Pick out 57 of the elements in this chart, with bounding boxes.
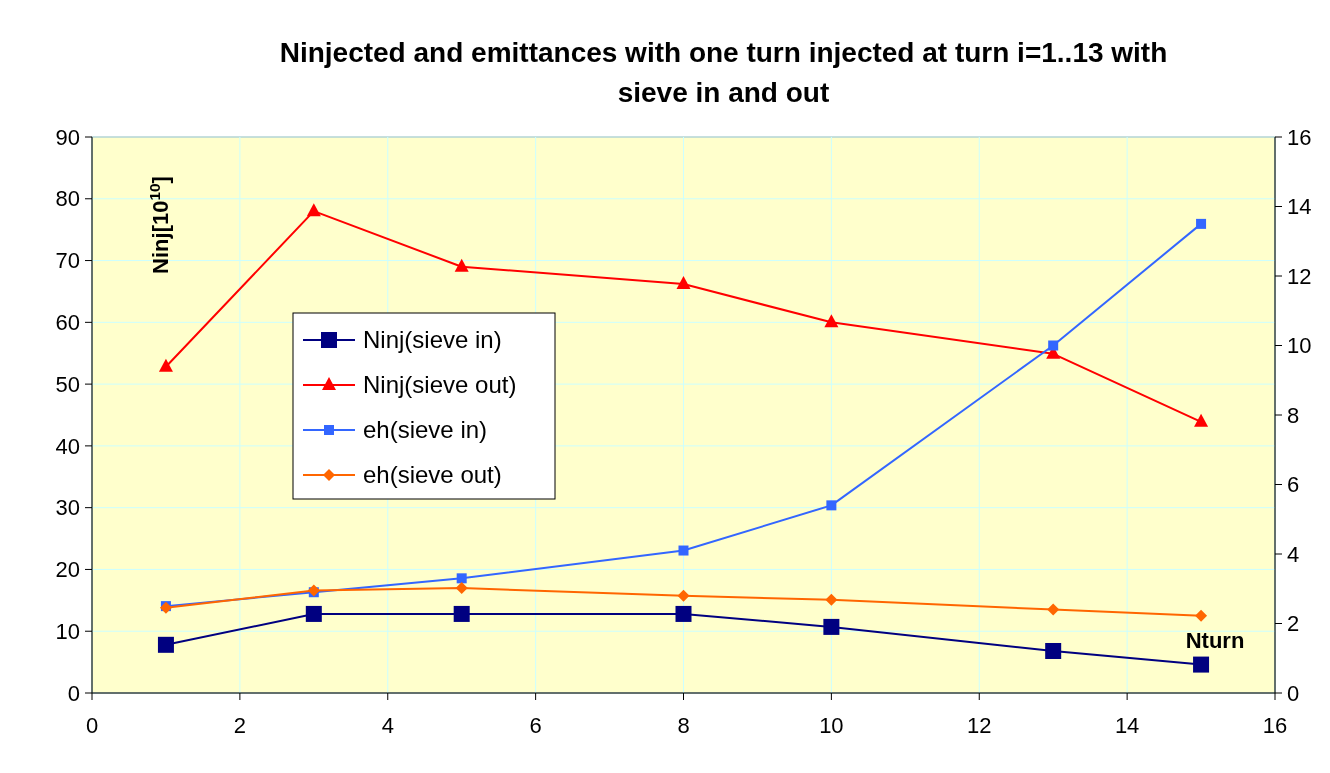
chart-title: Ninjected and emittances with one turn injected at turn i=1..13 with sieve in and out: [279, 37, 1168, 108]
x-axis-title: Nturn: [1185, 628, 1245, 653]
point: [823, 618, 840, 635]
x-tick-label: 8: [677, 713, 690, 738]
y-tick-label: 90: [55, 124, 80, 150]
y-tick-label: 0: [67, 680, 80, 706]
point: [1045, 642, 1062, 659]
point: [157, 636, 174, 653]
point: [453, 605, 470, 622]
x-tick-label: 12: [967, 713, 992, 738]
legend-label: Ninj(sieve in): [363, 326, 502, 354]
y2-tick-label: 0: [1287, 680, 1300, 706]
point: [676, 276, 691, 290]
y-tick-label: 80: [55, 186, 80, 212]
legend-label: eh(sieve in): [363, 416, 488, 444]
point: [826, 500, 837, 511]
point: [158, 358, 173, 372]
y-tick-label: 70: [55, 248, 80, 274]
point: [1195, 609, 1208, 622]
point: [455, 582, 468, 595]
y2-tick-label: 6: [1287, 472, 1300, 498]
point: [456, 573, 467, 584]
legend-label: Ninj(sieve out): [363, 371, 517, 399]
y-tick-label: 10: [55, 618, 80, 644]
x-tick-label: 14: [1114, 713, 1140, 738]
point: [825, 593, 838, 606]
y-tick-label: 40: [55, 433, 80, 459]
legend-label: eh(sieve out): [363, 461, 502, 489]
y2-tick-label: 10: [1287, 333, 1312, 359]
y2-tick-label: 4: [1287, 541, 1300, 567]
point: [675, 605, 692, 622]
y2-tick-label: 14: [1287, 194, 1312, 220]
point: [306, 203, 321, 217]
point: [678, 545, 689, 556]
x-tick-label: 4: [381, 713, 394, 738]
x-tick-label: 0: [85, 713, 99, 738]
point: [1048, 340, 1059, 351]
y-tick-label: 20: [55, 557, 80, 583]
y2-tick-label: 8: [1287, 402, 1300, 428]
point: [1193, 656, 1210, 673]
x-tick-label: 10: [819, 713, 844, 738]
y2-tick-label: 2: [1287, 611, 1300, 637]
y2-tick-label: 12: [1287, 263, 1312, 289]
x-tick-label: 16: [1262, 713, 1288, 738]
y-tick-label: 30: [55, 495, 80, 521]
x-tick-label: 2: [233, 713, 246, 738]
x-tick-label: 6: [529, 713, 542, 738]
point: [1047, 603, 1060, 616]
point: [1196, 218, 1207, 229]
y-tick-label: 50: [55, 371, 80, 397]
point: [305, 605, 322, 622]
point: [454, 258, 469, 272]
y2-tick-label: 16: [1287, 124, 1312, 150]
point: [824, 314, 839, 328]
point: [1194, 413, 1209, 427]
point: [677, 589, 690, 602]
y-tick-label: 60: [55, 310, 80, 336]
